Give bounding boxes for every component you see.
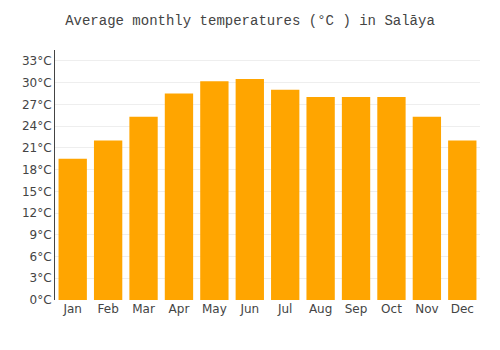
svg-text:21°C: 21°C	[22, 141, 52, 155]
svg-text:Nov: Nov	[415, 302, 438, 316]
svg-text:0°C: 0°C	[30, 293, 52, 307]
svg-text:Aug: Aug	[309, 302, 332, 316]
svg-text:27°C: 27°C	[22, 98, 52, 112]
svg-text:Average monthly temperatures (: Average monthly temperatures (°C ) in Sa…	[65, 13, 435, 29]
svg-text:Apr: Apr	[169, 302, 190, 316]
svg-text:3°C: 3°C	[30, 271, 52, 285]
svg-text:15°C: 15°C	[22, 185, 52, 199]
svg-text:33°C: 33°C	[22, 54, 52, 68]
svg-text:Oct: Oct	[381, 302, 402, 316]
svg-text:12°C: 12°C	[22, 206, 52, 220]
svg-text:6°C: 6°C	[30, 250, 52, 264]
svg-text:30°C: 30°C	[22, 76, 52, 90]
svg-text:May: May	[202, 302, 227, 316]
svg-text:Feb: Feb	[98, 302, 119, 316]
svg-text:Sep: Sep	[345, 302, 368, 316]
svg-text:Jan: Jan	[62, 302, 82, 316]
svg-text:18°C: 18°C	[22, 163, 52, 177]
svg-text:Jul: Jul	[277, 302, 292, 316]
svg-text:Mar: Mar	[132, 302, 155, 316]
svg-text:Jun: Jun	[239, 302, 259, 316]
svg-text:9°C: 9°C	[30, 228, 52, 242]
svg-text:24°C: 24°C	[22, 119, 52, 133]
svg-text:Dec: Dec	[451, 302, 474, 316]
